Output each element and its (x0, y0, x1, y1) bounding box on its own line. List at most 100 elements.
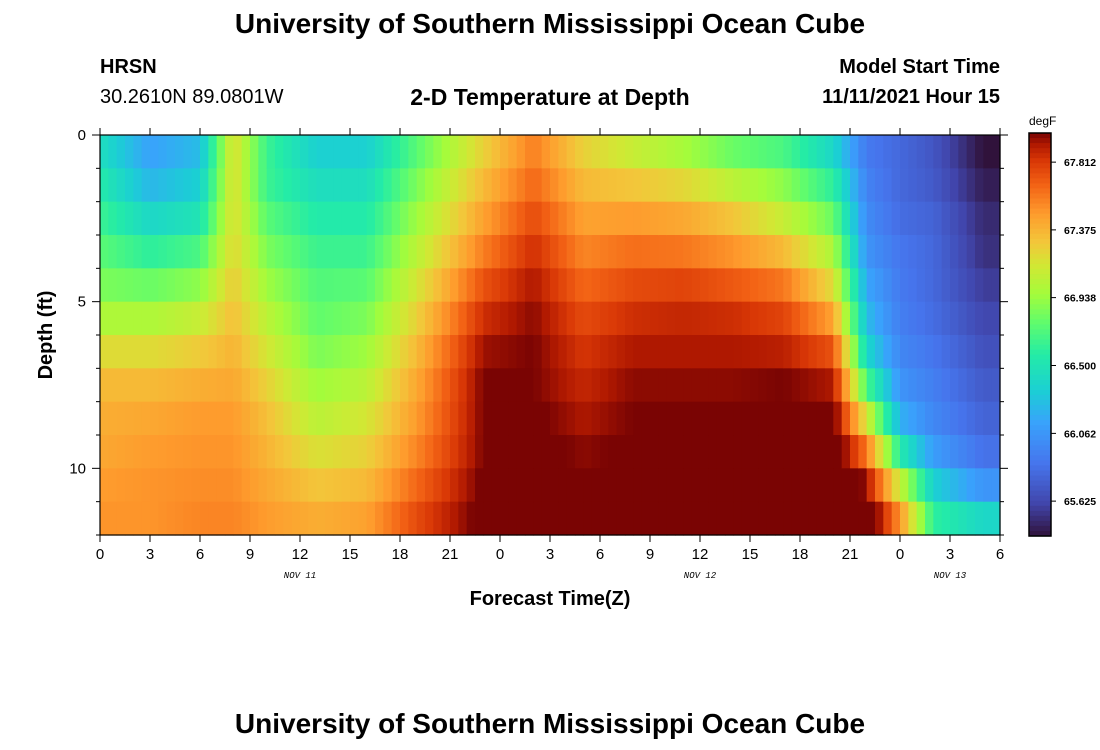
heatmap-cell (933, 468, 943, 503)
heatmap-cell (783, 335, 793, 369)
heatmap-cell (300, 401, 309, 436)
heatmap-cell (666, 335, 676, 369)
heatmap-cell (241, 235, 251, 269)
heatmap-cell (608, 201, 618, 236)
heatmap-cell (741, 435, 751, 469)
heatmap-cell (675, 335, 684, 369)
heatmap-cell (675, 468, 684, 503)
heatmap-cell (633, 135, 643, 169)
heatmap-cell (316, 168, 326, 203)
heatmap-cell (750, 501, 759, 536)
heatmap-cell (650, 401, 659, 436)
heatmap-cell (700, 335, 709, 369)
heatmap-cell (225, 435, 234, 469)
heatmap-cell (966, 201, 976, 236)
heatmap-cell (141, 435, 151, 469)
heatmap-cell (925, 235, 934, 269)
heatmap-cell (975, 301, 984, 336)
heatmap-cell (741, 201, 751, 236)
heatmap-cell (391, 301, 401, 336)
heatmap-cell (900, 168, 909, 203)
heatmap-cell (141, 335, 151, 369)
colorbar-swatch (1029, 203, 1051, 210)
colorbar-swatch (1029, 258, 1051, 265)
heatmap-cell (250, 335, 259, 369)
heatmap-cell (475, 268, 484, 303)
heatmap-cell (691, 435, 701, 469)
heatmap-cell (366, 301, 376, 336)
heatmap-cell (158, 368, 168, 403)
heatmap-cell (366, 435, 376, 469)
heatmap-cell (291, 168, 301, 203)
heatmap-cell (391, 501, 401, 536)
heatmap-cell (691, 335, 701, 369)
heatmap-cell (258, 335, 268, 369)
heatmap-cell (325, 468, 334, 503)
heatmap-cell (641, 301, 651, 336)
heatmap-cell (891, 468, 901, 503)
colorbar-swatch (1029, 465, 1051, 472)
heatmap-cell (316, 435, 326, 469)
heatmap-cell (750, 168, 759, 203)
heatmap-cell (725, 501, 734, 536)
heatmap-cell (475, 468, 484, 503)
heatmap-cell (891, 168, 901, 203)
heatmap-cell (175, 168, 184, 203)
heatmap-cell (191, 335, 201, 369)
heatmap-cell (658, 368, 668, 403)
heatmap-cell (441, 468, 451, 503)
colorbar-swatch (1029, 505, 1051, 512)
heatmap-cell (800, 435, 809, 469)
heatmap-cell (208, 468, 218, 503)
heatmap-cell (375, 201, 384, 236)
heatmap-cell (600, 368, 609, 403)
heatmap-cell (508, 235, 518, 269)
heatmap-cell (641, 368, 651, 403)
heatmap-cell (975, 268, 984, 303)
heatmap-cell (683, 135, 693, 169)
heatmap-cell (450, 435, 459, 469)
heatmap-cell (741, 135, 751, 169)
heatmap-cell (883, 501, 893, 536)
heatmap-cell (700, 201, 709, 236)
heatmap-cell (891, 301, 901, 336)
heatmap-cell (858, 301, 868, 336)
heatmap-cell (208, 268, 218, 303)
heatmap-cell (175, 135, 184, 169)
heatmap-cell (650, 168, 659, 203)
heatmap-cell (558, 135, 568, 169)
heatmap-cell (233, 435, 243, 469)
heatmap-cell (308, 135, 318, 169)
colorbar-swatch (1029, 238, 1051, 245)
colorbar-swatch (1029, 223, 1051, 230)
colorbar-tick-label: 66.938 (1064, 293, 1096, 305)
heatmap-cell (475, 435, 484, 469)
heatmap-cell (900, 368, 909, 403)
heatmap-cell (433, 468, 443, 503)
colorbar-swatch (1029, 163, 1051, 169)
heatmap-cell (400, 468, 409, 503)
heatmap-cell (950, 201, 959, 236)
heatmap-cell (275, 368, 284, 403)
heatmap-cell (666, 201, 676, 236)
heatmap-cell (891, 401, 901, 436)
heatmap-cell (616, 401, 626, 436)
heatmap-cell (475, 135, 484, 169)
heatmap-cell (666, 135, 676, 169)
heatmap-cell (250, 501, 259, 536)
heatmap-cell (258, 435, 268, 469)
heatmap-cell (733, 268, 743, 303)
heatmap-cell (741, 501, 751, 536)
heatmap-cell (341, 135, 351, 169)
heatmap-cell (550, 401, 559, 436)
heatmap-cell (616, 335, 626, 369)
heatmap-cell (966, 368, 976, 403)
heatmap-cell (233, 235, 243, 269)
heatmap-cell (283, 501, 293, 536)
heatmap-cell (233, 335, 243, 369)
heatmap-cell (775, 335, 784, 369)
heatmap-cell (550, 301, 559, 336)
heatmap-cell (100, 268, 109, 303)
heatmap-cell (350, 268, 359, 303)
heatmap-cell (641, 235, 651, 269)
